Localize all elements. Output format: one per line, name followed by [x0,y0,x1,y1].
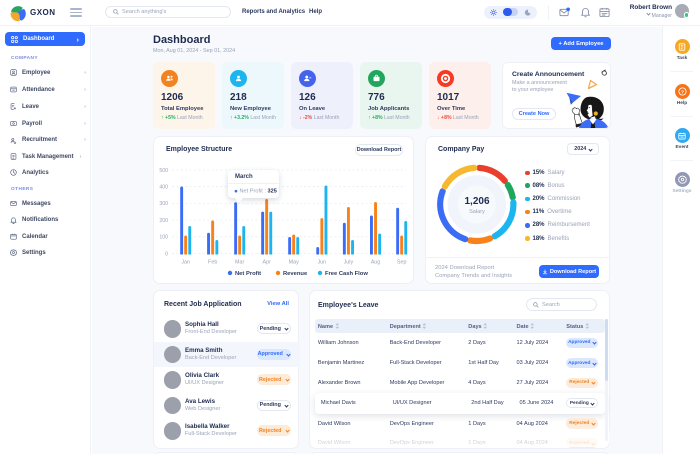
svg-text:Revenue: Revenue [283,271,308,277]
svg-text:Aug: Aug [371,260,381,266]
svg-text:May: May [289,260,299,266]
svg-text:?: ? [680,89,683,95]
svg-text:Jan: Jan [181,260,190,266]
svg-text:0: 0 [165,251,168,257]
svg-text:Apr: Apr [263,260,272,266]
svg-text:200: 200 [159,218,168,224]
svg-text:Feb: Feb [208,260,217,266]
svg-text:July: July [344,260,354,266]
svg-text:100: 100 [159,235,168,241]
svg-text:Sep: Sep [397,260,407,266]
svg-text:500: 500 [159,168,168,174]
svg-text:Net Profit: Net Profit [235,271,261,277]
svg-text:Mar: Mar [235,260,244,266]
svg-text:Jun: Jun [317,260,326,266]
svg-text:400: 400 [159,185,168,191]
svg-text:300: 300 [159,201,168,207]
svg-text:Free Cash Flow: Free Cash Flow [325,271,368,277]
